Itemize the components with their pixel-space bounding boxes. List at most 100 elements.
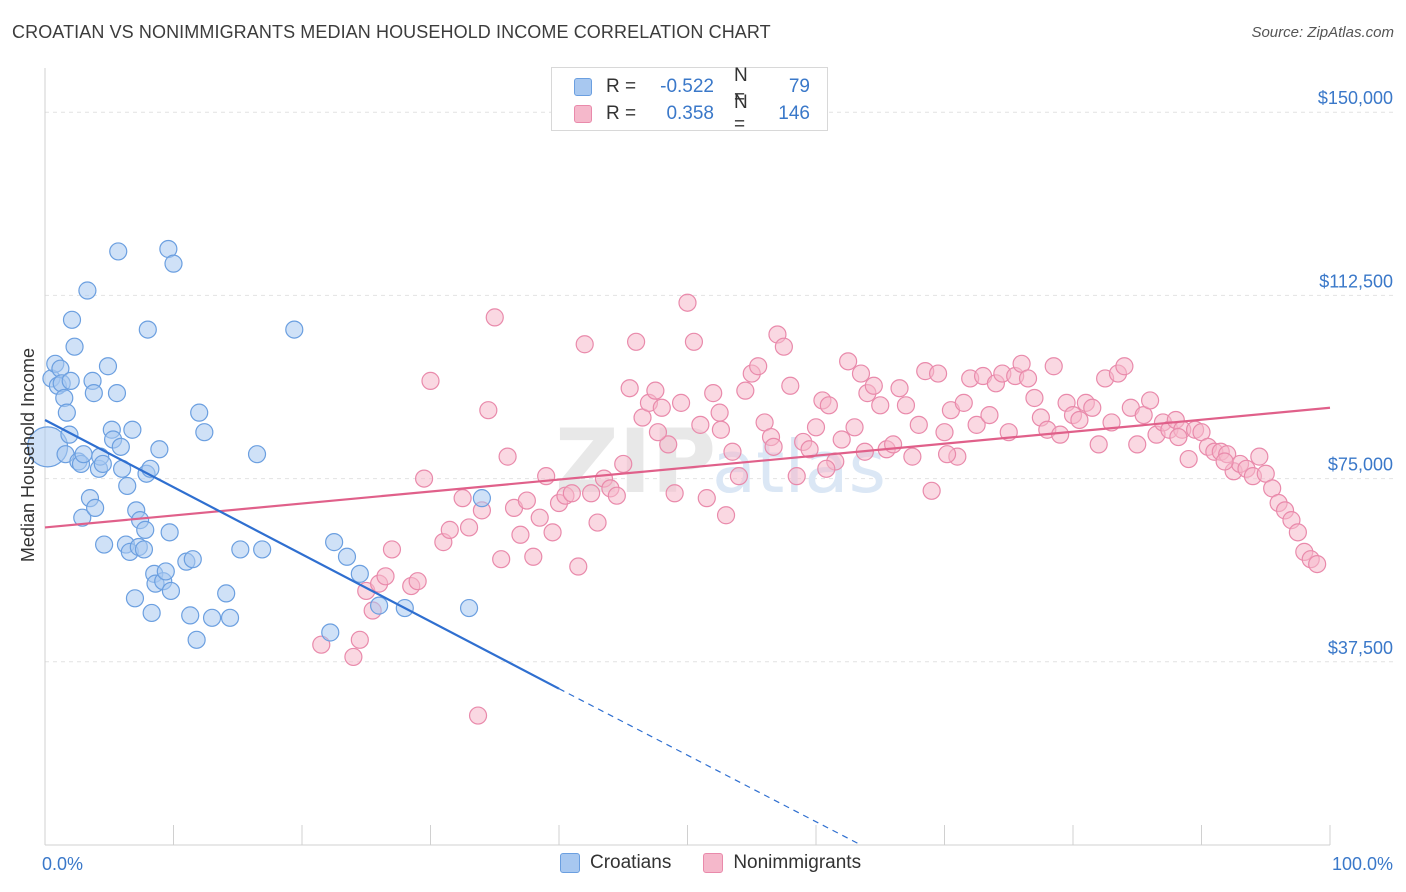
series-label-croatians: Croatians bbox=[590, 852, 672, 873]
series-legend-croatians[interactable]: Croatians bbox=[560, 852, 671, 874]
legend-r-label: R = bbox=[606, 76, 637, 97]
chart-source: Source: ZipAtlas.com bbox=[1251, 24, 1394, 41]
croatians-point bbox=[202, 608, 222, 627]
series-swatch-croatians bbox=[560, 853, 580, 873]
nonimmigrants-point bbox=[749, 357, 768, 376]
nonimmigrants-point bbox=[376, 567, 395, 586]
nonimmigrants-point bbox=[1288, 523, 1307, 542]
nonimmigrants-point bbox=[774, 337, 793, 356]
nonimmigrants-point bbox=[1051, 425, 1070, 444]
nonimmigrants-point bbox=[903, 447, 922, 466]
croatians-point bbox=[325, 533, 344, 552]
croatians-point bbox=[95, 535, 114, 554]
croatians-point bbox=[459, 598, 479, 618]
legend-r-value: -0.522 bbox=[660, 76, 714, 97]
legend-r-label: R = bbox=[606, 103, 637, 124]
nonimmigrants-point bbox=[704, 384, 723, 403]
legend-row-nonimmigrants: R = 0.358 N = 146 bbox=[574, 92, 810, 135]
nonimmigrants-point bbox=[1179, 449, 1198, 469]
croatians-point bbox=[134, 540, 154, 559]
nonimmigrants-point bbox=[678, 293, 697, 312]
croatians-points bbox=[26, 239, 491, 649]
croatians-point bbox=[111, 437, 130, 456]
nonimmigrants-point bbox=[543, 523, 562, 542]
nonimmigrants-point bbox=[414, 469, 434, 488]
legend-n-value: 146 bbox=[778, 103, 810, 124]
nonimmigrants-point bbox=[684, 332, 704, 351]
y-tick-label: $112,500 bbox=[1319, 271, 1393, 291]
nonimmigrants-point bbox=[736, 381, 755, 400]
legend-n-label: N = bbox=[734, 65, 748, 108]
nonimmigrants-point bbox=[468, 706, 488, 725]
croatians-point bbox=[472, 489, 491, 508]
x-tick-min: 0.0% bbox=[42, 854, 83, 874]
nonimmigrants-point bbox=[1025, 388, 1044, 408]
croatians-point bbox=[118, 476, 137, 496]
croatians-trend-extension bbox=[558, 688, 862, 846]
nonimmigrants-point bbox=[800, 440, 819, 459]
x-tick-max: 100.0% bbox=[1332, 854, 1393, 874]
croatians-point bbox=[164, 254, 183, 273]
croatians-point bbox=[217, 584, 236, 603]
y-tick-labels: $37,500 $75,000 $112,500 $150,000 bbox=[1318, 88, 1393, 658]
nonimmigrants-point bbox=[1169, 427, 1188, 447]
nonimmigrants-point bbox=[1044, 357, 1063, 376]
croatians-point bbox=[65, 337, 84, 356]
croatians-point bbox=[109, 242, 128, 261]
nonimmigrants-point bbox=[517, 491, 536, 510]
croatians-point bbox=[78, 281, 97, 300]
nonimmigrants-point bbox=[569, 557, 588, 576]
croatians-point bbox=[253, 540, 272, 559]
nonimmigrants-point bbox=[665, 484, 684, 503]
trend-lines bbox=[44, 406, 1331, 846]
nonimmigrants-point bbox=[648, 423, 668, 442]
nonimmigrants-point bbox=[935, 423, 954, 442]
nonimmigrants-point bbox=[440, 520, 459, 539]
series-swatch-nonimmigrants bbox=[703, 853, 724, 873]
croatians-point bbox=[231, 540, 250, 559]
nonimmigrants-point bbox=[832, 430, 851, 449]
nonimmigrants-point bbox=[1083, 398, 1102, 417]
nonimmigrants-point bbox=[607, 486, 626, 505]
y-axis-label: Median Household Income bbox=[18, 348, 38, 562]
croatians-point bbox=[74, 445, 93, 464]
croatians-point bbox=[187, 630, 206, 649]
croatians-point bbox=[57, 403, 76, 422]
nonimmigrants-point bbox=[1128, 435, 1147, 454]
croatians-point bbox=[350, 564, 369, 583]
nonimmigrants-point bbox=[408, 572, 427, 591]
nonimmigrants-point bbox=[909, 415, 928, 434]
croatians-point bbox=[195, 423, 214, 442]
legend-swatch-nonimmigrants bbox=[574, 105, 592, 123]
nonimmigrants-point bbox=[787, 467, 806, 486]
y-tick-label: $150,000 bbox=[1318, 88, 1393, 108]
nonimmigrants-point bbox=[671, 393, 691, 412]
nonimmigrants-point bbox=[588, 513, 607, 532]
nonimmigrants-point bbox=[711, 420, 731, 439]
grid-lines bbox=[45, 111, 1395, 663]
nonimmigrants-point bbox=[1140, 391, 1160, 410]
nonimmigrants-point bbox=[1215, 452, 1234, 471]
nonimmigrants-point bbox=[980, 405, 999, 425]
nonimmigrants-point bbox=[967, 415, 986, 434]
nonimmigrants-point bbox=[646, 381, 665, 400]
nonimmigrants-point bbox=[890, 379, 909, 398]
nonimmigrants-points bbox=[312, 293, 1327, 725]
stats-legend: R = -0.522 N = 79 R = 0.358 N = 146 bbox=[551, 65, 828, 135]
croatians-point bbox=[161, 581, 181, 601]
nonimmigrants-point bbox=[817, 459, 836, 478]
croatians-point bbox=[321, 623, 340, 642]
croatians-point bbox=[247, 445, 267, 464]
croatians-point bbox=[107, 384, 127, 403]
series-legend-nonimmigrants[interactable]: Nonimmigrants bbox=[703, 852, 861, 874]
nonimmigrants-point bbox=[851, 364, 871, 383]
nonimmigrants-point bbox=[498, 447, 517, 466]
croatians-point bbox=[156, 562, 175, 581]
nonimmigrants-point bbox=[922, 481, 941, 500]
nonimmigrants-point bbox=[312, 635, 331, 654]
legend-r-value: 0.358 bbox=[666, 103, 714, 124]
nonimmigrants-point bbox=[350, 630, 369, 649]
nonimmigrants-point bbox=[582, 484, 601, 503]
nonimmigrants-point bbox=[453, 489, 472, 508]
nonimmigrants-point bbox=[937, 445, 957, 464]
